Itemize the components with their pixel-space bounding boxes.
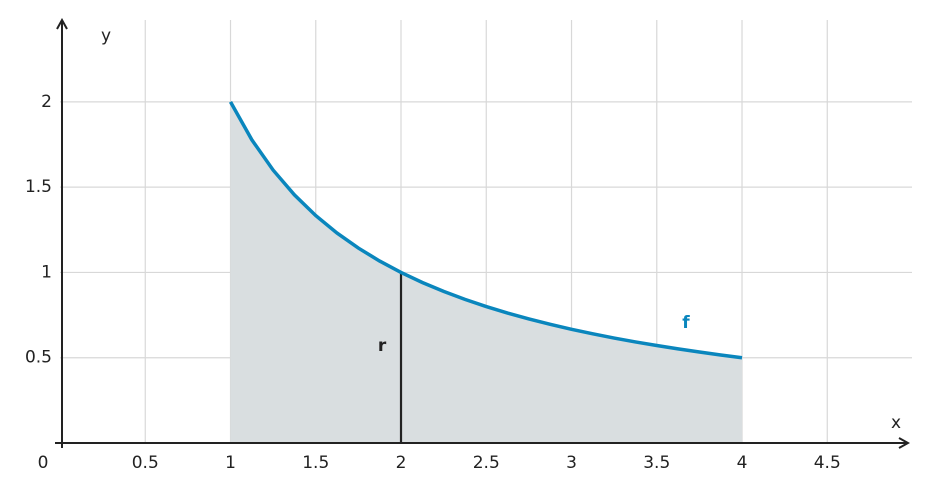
x-tick-label: 2.5 <box>473 453 500 473</box>
plot <box>228 101 743 444</box>
y-tick-label: 2 <box>41 92 52 112</box>
y-tick-label: 0.5 <box>25 348 52 368</box>
x-tick-label: 1.5 <box>302 453 329 473</box>
x-tick-label: 3 <box>566 453 577 473</box>
y-tick-label: 1 <box>41 262 52 282</box>
area <box>230 101 743 444</box>
origin-label: 0 <box>38 453 49 473</box>
segment-label: r <box>378 336 387 356</box>
curve <box>228 101 743 360</box>
x-tick-label: 4 <box>737 453 748 473</box>
series-label: f <box>682 313 690 333</box>
x-axis-label: x <box>891 413 901 433</box>
x-tick-label: 0.5 <box>132 453 159 473</box>
grid <box>60 20 912 443</box>
x-tick-label: 1 <box>225 453 236 473</box>
x-tick-label: 4.5 <box>814 453 841 473</box>
x-tick-label: 3.5 <box>643 453 670 473</box>
y-tick-label: 1.5 <box>25 177 52 197</box>
y-axis-label: y <box>101 26 111 46</box>
x-tick-label: 2 <box>396 453 407 473</box>
